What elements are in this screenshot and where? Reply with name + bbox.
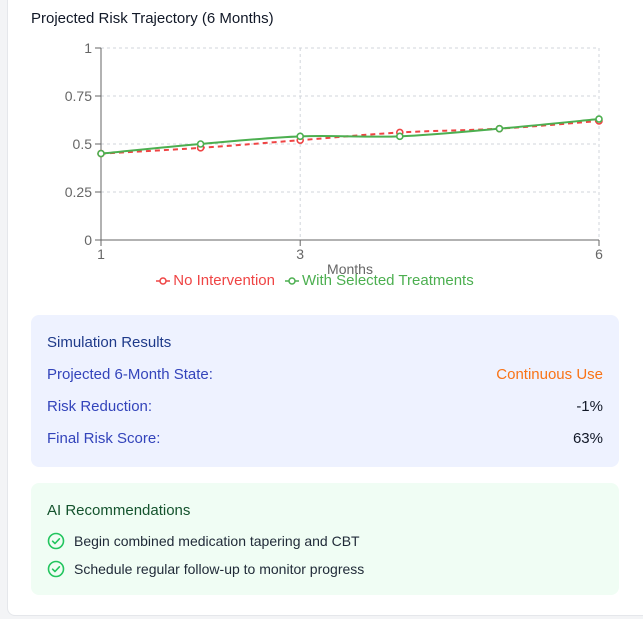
legend-item-0: No Intervention xyxy=(156,272,275,289)
y-tick-label: 1 xyxy=(84,40,92,56)
data-point-1 xyxy=(296,132,305,141)
recommendation-text: Schedule regular follow-up to monitor pr… xyxy=(74,561,365,577)
result-label: Risk Reduction: xyxy=(47,398,153,415)
series-line-1 xyxy=(100,118,600,155)
data-point-1 xyxy=(595,115,603,123)
y-tick-label: 0.25 xyxy=(65,184,92,200)
recommendation-item: Schedule regular follow-up to monitor pr… xyxy=(47,560,364,578)
ai-recommendations-panel: AI Recommendations Begin combined medica… xyxy=(31,483,619,595)
circle-line-icon xyxy=(156,276,171,285)
result-value-final-score: 63% xyxy=(572,430,603,447)
result-label: Projected 6-Month State: xyxy=(47,366,213,383)
circle-line-icon xyxy=(284,276,299,285)
recommendation-item: Begin combined medication tapering and C… xyxy=(47,532,360,550)
y-tick-label: 0.5 xyxy=(73,136,93,152)
legend-item-1: With Selected Treatments xyxy=(284,272,474,289)
legend-label: With Selected Treatments xyxy=(301,272,474,289)
x-axis-label: Months xyxy=(327,261,373,277)
risk-trajectory-chart: 0 0.25 0.5 0.75 1 1 3 6 Months xyxy=(65,40,603,277)
result-value-risk-reduction: -1% xyxy=(576,398,603,415)
ai-recommendations-title: AI Recommendations xyxy=(47,502,191,519)
chart-legend: No Intervention With Selected Treatments xyxy=(0,272,630,289)
simulation-results-title: Simulation Results xyxy=(47,334,172,351)
result-label: Final Risk Score: xyxy=(47,430,161,447)
x-tick-label: 3 xyxy=(296,246,304,262)
result-row-final-score: Final Risk Score: 63% xyxy=(47,430,603,447)
data-point-1 xyxy=(97,149,105,158)
data-point-1 xyxy=(395,132,404,141)
y-tick-label: 0.75 xyxy=(65,88,92,104)
check-circle-icon xyxy=(47,532,65,550)
recommendation-text: Begin combined medication tapering and C… xyxy=(74,533,360,549)
x-tick-label: 1 xyxy=(97,246,105,262)
x-tick-label: 6 xyxy=(595,246,603,262)
data-point-1 xyxy=(495,124,504,133)
legend-label: No Intervention xyxy=(173,272,275,289)
simulation-results-panel: Simulation Results Projected 6-Month Sta… xyxy=(31,315,619,467)
chart-title: Projected Risk Trajectory (6 Months) xyxy=(31,10,274,27)
check-circle-icon xyxy=(47,560,65,578)
data-point-1 xyxy=(196,140,205,148)
result-row-risk-reduction: Risk Reduction: -1% xyxy=(47,398,603,415)
y-tick-label: 0 xyxy=(84,232,92,248)
result-row-state: Projected 6-Month State: Continuous Use xyxy=(47,366,603,383)
result-value-state: Continuous Use xyxy=(496,366,603,383)
